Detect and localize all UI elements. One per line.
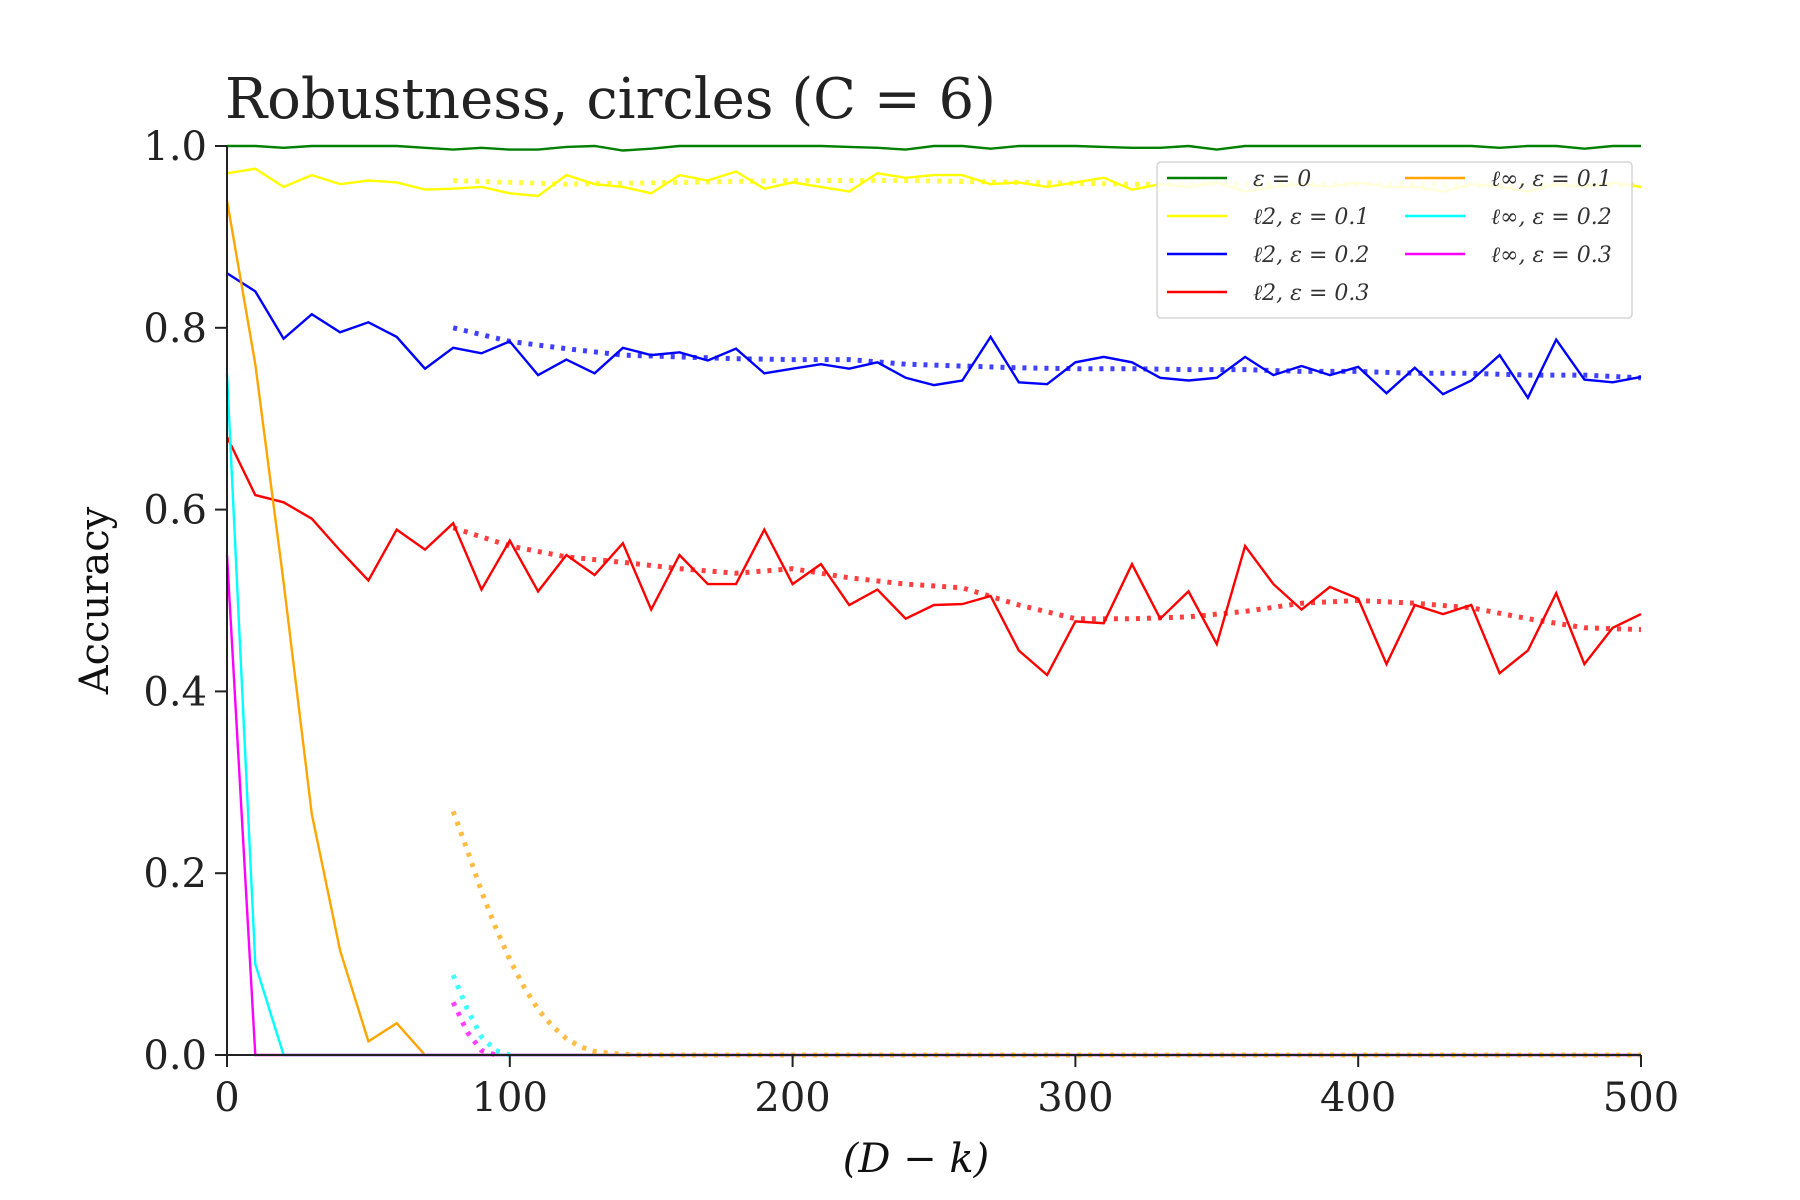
x-tick-label: 200 — [754, 1075, 830, 1121]
chart-title: Robustness, circles (C = 6) — [225, 67, 996, 132]
trend-line-3 — [450, 810, 638, 1058]
x-ticks: 0 100 200 300 400 500 — [214, 1055, 1679, 1121]
x-tick-label: 0 — [214, 1075, 239, 1121]
legend-label: ℓ2, ε = 0.2 — [1253, 243, 1369, 268]
y-ticks: 0.0 0.2 0.4 0.6 0.8 1.0 — [143, 124, 227, 1079]
x-tick-label: 500 — [1603, 1075, 1679, 1121]
trend-line-1 — [452, 325, 1642, 381]
y-tick-label: 0.0 — [143, 1033, 207, 1079]
series-line-4 — [225, 200, 1641, 1057]
trend-line-5 — [450, 1001, 497, 1058]
legend-label: ℓ∞, ε = 0.2 — [1491, 205, 1612, 230]
legend-label: ℓ2, ε = 0.3 — [1253, 281, 1369, 306]
y-tick-label: 0.8 — [143, 306, 207, 352]
legend: ε = 0 ℓ2, ε = 0.1 ℓ2, ε = 0.2 ℓ2, ε = 0.3 ℓ∞… — [1156, 161, 1633, 319]
legend-box — [1156, 161, 1633, 319]
x-tick-label: 300 — [1037, 1075, 1113, 1121]
x-tick-label: 100 — [472, 1075, 548, 1121]
trend-line-4 — [450, 974, 511, 1058]
y-tick-label: 1.0 — [143, 124, 207, 170]
legend-label: ℓ∞, ε = 0.3 — [1491, 243, 1612, 268]
y-tick-label: 0.2 — [143, 851, 207, 897]
axes: 0 100 200 300 400 500 0.0 0.2 0.4 0.6 0.8 1.0 — [143, 124, 1679, 1121]
series-line-3 — [225, 436, 1642, 677]
legend-label: ℓ2, ε = 0.1 — [1253, 205, 1369, 230]
trend-line-2 — [452, 525, 1642, 633]
x-axis-label: (D − k) — [843, 1136, 989, 1182]
x-tick-label: 400 — [1320, 1075, 1396, 1121]
series-line-5 — [225, 373, 1641, 1057]
y-axis-label: Accuracy — [72, 506, 118, 695]
series-line-0 — [227, 144, 1641, 152]
legend-label: ℓ∞, ε = 0.1 — [1491, 167, 1612, 192]
series-line-2 — [226, 272, 1642, 401]
series-line-6 — [225, 554, 1641, 1057]
y-tick-label: 0.4 — [143, 669, 207, 715]
y-tick-label: 0.6 — [143, 488, 207, 534]
legend-label: ε = 0 — [1253, 167, 1311, 192]
